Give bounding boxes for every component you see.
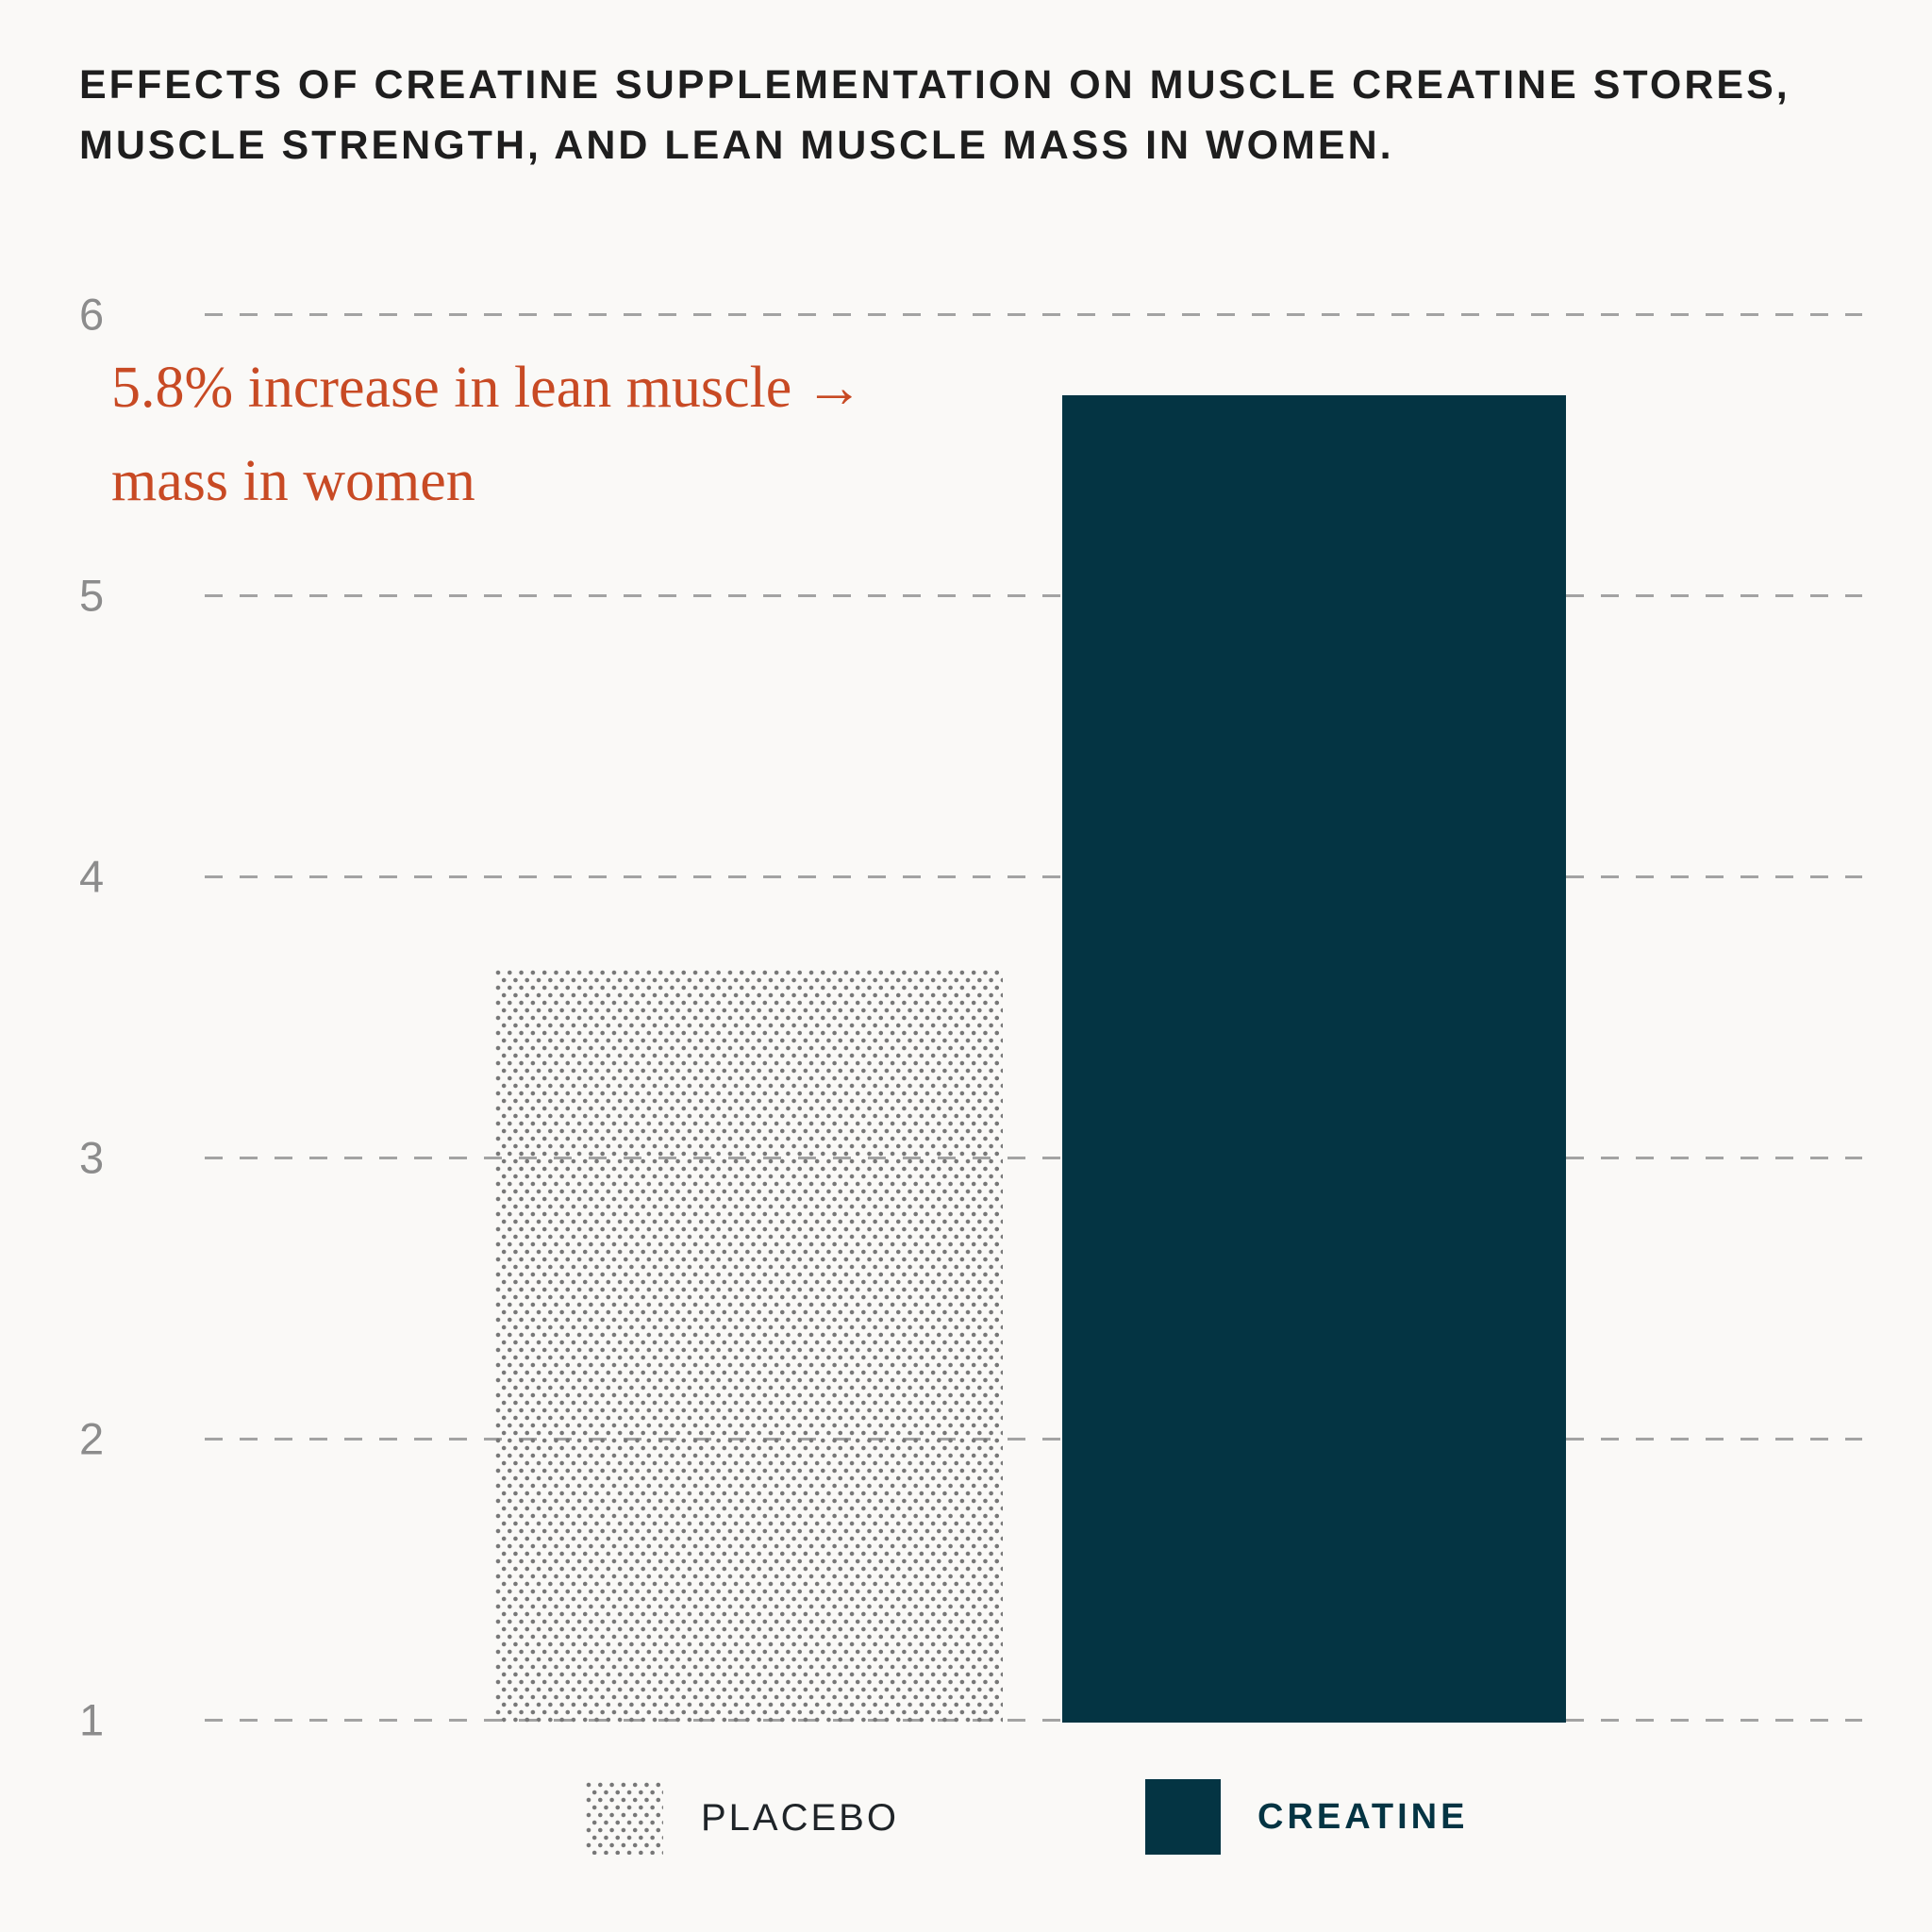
y-tick-label-5: 5 bbox=[79, 570, 105, 621]
annotation-line2: mass in women bbox=[111, 449, 475, 513]
y-tick-label-2: 2 bbox=[79, 1413, 105, 1464]
gridline-2 bbox=[205, 1438, 1862, 1441]
legend-item-placebo: PLACEBO bbox=[586, 1781, 899, 1855]
placebo-legend-label: PLACEBO bbox=[701, 1796, 899, 1839]
gridline-4 bbox=[205, 875, 1862, 878]
gridline-5 bbox=[205, 594, 1862, 597]
bar-creatine bbox=[1062, 395, 1566, 1723]
chart-title: EFFECTS OF CREATINE SUPPLEMENTATION ON M… bbox=[79, 62, 1790, 168]
creatine-legend-label: CREATINE bbox=[1257, 1796, 1469, 1837]
legend-item-creatine: CREATINE bbox=[1145, 1779, 1468, 1855]
y-tick-label-4: 4 bbox=[79, 851, 105, 902]
creatine-swatch bbox=[1145, 1779, 1221, 1855]
annotation-line1: 5.8% increase in lean muscle → bbox=[111, 356, 864, 420]
y-tick-label-3: 3 bbox=[79, 1132, 105, 1183]
bar-placebo bbox=[495, 969, 1003, 1723]
placebo-swatch bbox=[586, 1781, 663, 1855]
gridline-1 bbox=[205, 1719, 1862, 1722]
y-tick-label-1: 1 bbox=[79, 1694, 105, 1745]
arrow-right-icon: → bbox=[805, 356, 864, 420]
gridline-3 bbox=[205, 1157, 1862, 1159]
gridline-6 bbox=[205, 313, 1862, 316]
y-tick-label-6: 6 bbox=[79, 289, 105, 340]
annotation-callout: 5.8% increase in lean muscle → mass in wo… bbox=[111, 341, 1064, 528]
